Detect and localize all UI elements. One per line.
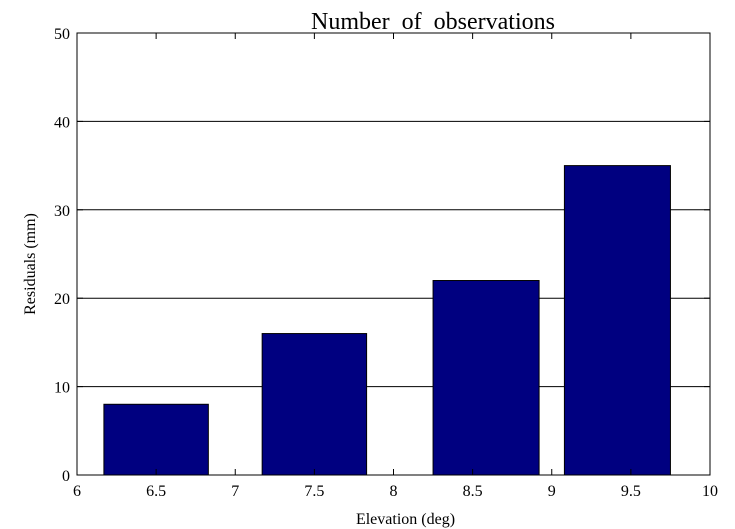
y-tick-label: 20 bbox=[54, 291, 70, 308]
bar-8.5 bbox=[432, 280, 540, 476]
x-tick-label: 6.5 bbox=[146, 483, 166, 500]
y-tick-label: 30 bbox=[54, 203, 70, 220]
y-tick-label: 50 bbox=[54, 26, 70, 43]
bar-7.5 bbox=[261, 333, 368, 476]
x-axis-label: Elevation (deg) bbox=[356, 511, 455, 528]
x-tick-label: 7 bbox=[231, 483, 239, 500]
bar-9.5 bbox=[563, 165, 671, 476]
bars bbox=[103, 165, 671, 476]
bar-6.5 bbox=[103, 403, 209, 476]
x-tick-label: 9 bbox=[548, 483, 556, 500]
y-axis-label: Residuals (mm) bbox=[22, 213, 39, 315]
x-tick-label: 8 bbox=[390, 483, 398, 500]
x-tick-label: 8.5 bbox=[463, 483, 483, 500]
chart-title: Number of observations bbox=[311, 9, 555, 35]
axis-ticks bbox=[76, 32, 711, 476]
x-tick-label: 7.5 bbox=[304, 483, 324, 500]
y-tick-label: 10 bbox=[54, 380, 70, 397]
y-tick-label: 40 bbox=[54, 114, 70, 131]
y-tick-labels: 0 10 20 30 40 50 bbox=[54, 26, 70, 485]
y-tick-label: 0 bbox=[62, 468, 70, 485]
x-tick-label: 10 bbox=[702, 483, 718, 500]
x-tick-label: 6 bbox=[73, 483, 81, 500]
x-tick-label: 9.5 bbox=[621, 483, 641, 500]
x-tick-labels: 6 6.5 7 7.5 8 8.5 9 9.5 10 bbox=[73, 483, 718, 500]
